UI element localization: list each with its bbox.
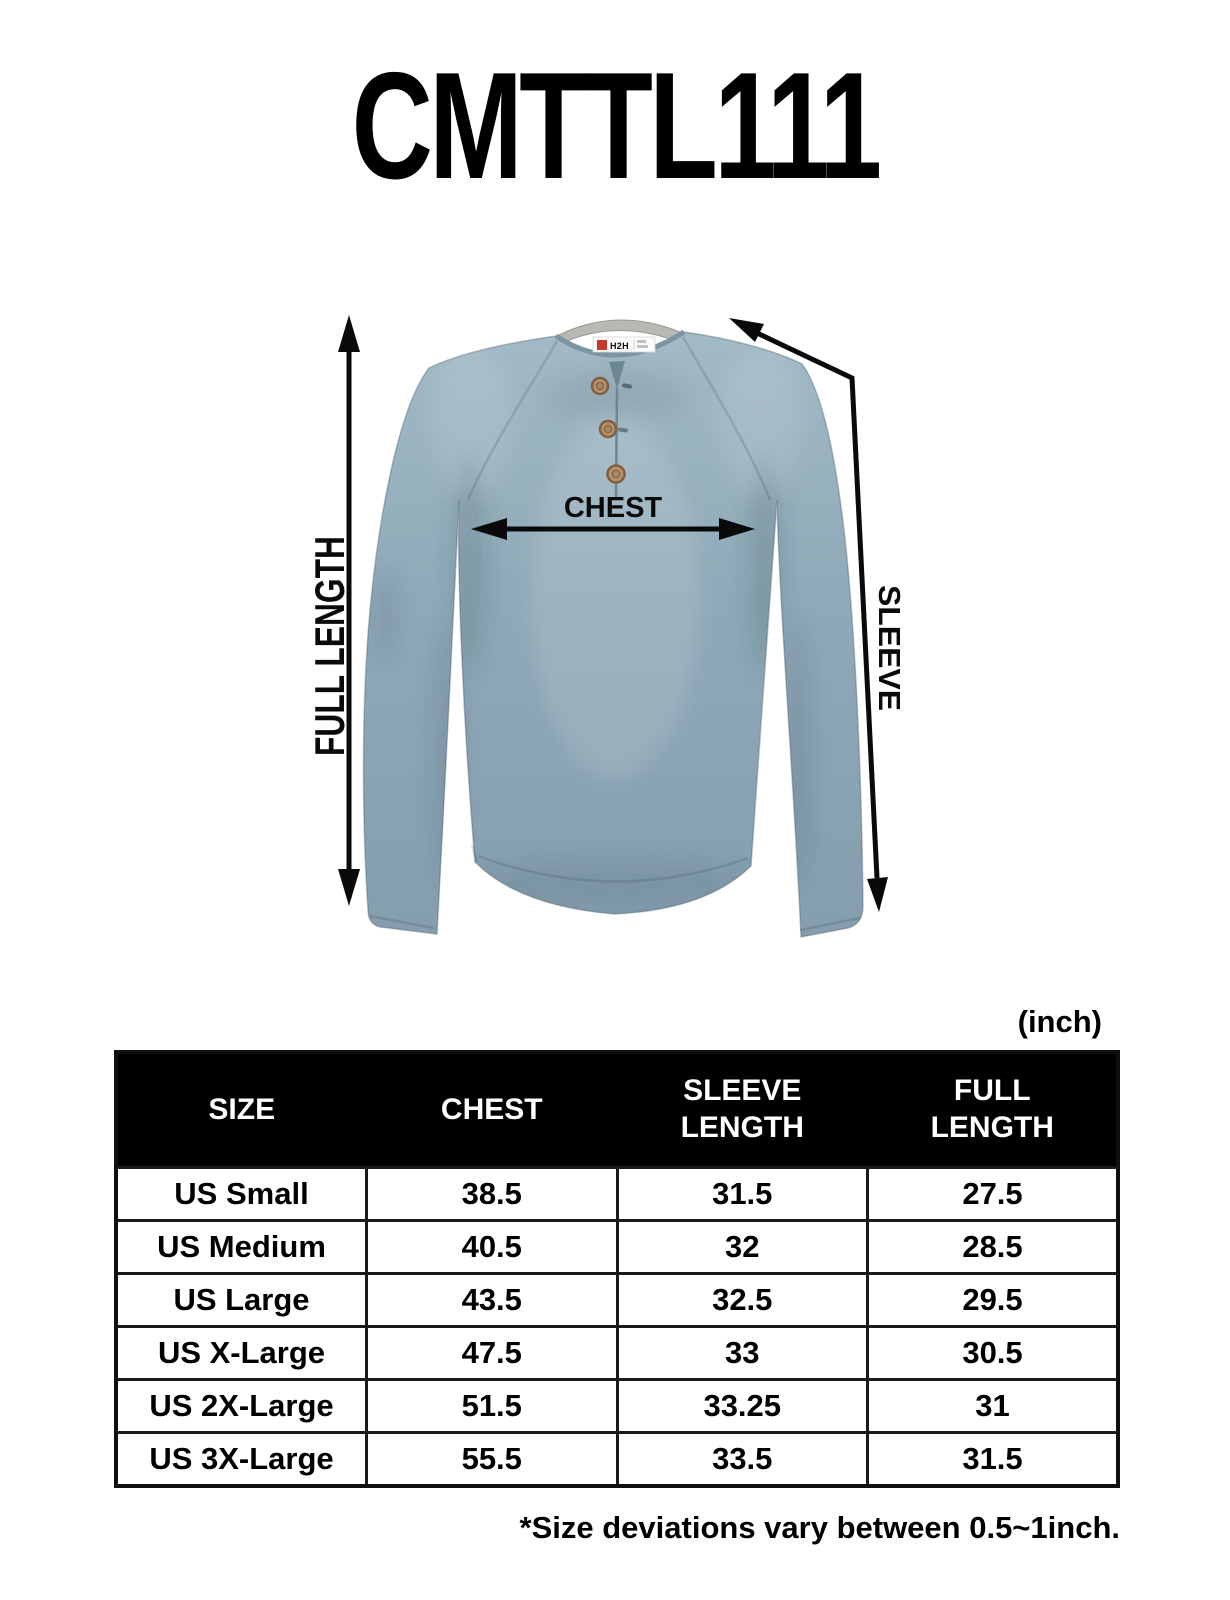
brand-tag-logo [597, 340, 607, 350]
fabric-shading [374, 348, 809, 909]
table-row: US Medium 40.5 32 28.5 [114, 1219, 1120, 1275]
placket-notch [609, 361, 625, 389]
size-deviation-footnote: *Size deviations vary between 0.5~1inch. [519, 1510, 1120, 1545]
neckline-trim [554, 329, 686, 358]
table-row: US 3X-Large 55.5 33.5 31.5 [114, 1431, 1120, 1488]
table-row: US 2X-Large 51.5 33.25 31 [114, 1378, 1120, 1434]
size-cell: US Medium [114, 1219, 368, 1275]
shirt-illustration: H2H [362, 319, 864, 938]
sleeve-cell: 33.5 [615, 1431, 869, 1488]
col-header-size: SIZE [115, 1051, 368, 1169]
product-code-title: CMTTL111 [351, 41, 882, 211]
chest-cell: 51.5 [365, 1378, 619, 1434]
col-header-sleeve-length: SLEEVE LENGTH [616, 1051, 869, 1169]
size-chart-header: SIZE CHEST SLEEVE LENGTH FULL LENGTH [115, 1051, 1119, 1169]
brand-tag-text: H2H [610, 341, 629, 351]
brand-tag: H2H [592, 336, 656, 353]
col-header-chest: CHEST [365, 1051, 618, 1169]
size-cell: US X-Large [114, 1325, 368, 1381]
length-cell: 30.5 [866, 1325, 1120, 1381]
buttonholes [618, 383, 632, 433]
size-chart-table: SIZE CHEST SLEEVE LENGTH FULL LENGTH US … [114, 1050, 1120, 1488]
button [590, 376, 610, 396]
length-cell: 28.5 [866, 1219, 1120, 1275]
chest-cell: 38.5 [365, 1166, 619, 1222]
chest-cell: 40.5 [365, 1219, 619, 1275]
table-row: US Large 43.5 32.5 29.5 [114, 1272, 1120, 1328]
length-cell: 29.5 [866, 1272, 1120, 1328]
length-cell: 27.5 [866, 1166, 1120, 1222]
sleeve-cell: 32.5 [615, 1272, 869, 1328]
full-length-label: FULL LENGTH [306, 536, 353, 756]
seam-lines [369, 336, 861, 932]
size-cell: US Large [114, 1272, 368, 1328]
henley-buttons [590, 376, 626, 484]
full-length-arrow [338, 315, 360, 906]
size-cell: US 3X-Large [114, 1431, 368, 1488]
sleeve-cell: 31.5 [615, 1166, 869, 1222]
chest-cell: 47.5 [365, 1325, 619, 1381]
chest-cell: 55.5 [365, 1431, 619, 1488]
sleeve-cell: 33.25 [615, 1378, 869, 1434]
sleeve-label: SLEEVE [872, 585, 907, 711]
chest-arrow [471, 518, 755, 540]
table-row: US X-Large 47.5 33 30.5 [114, 1325, 1120, 1381]
size-cell: US Small [114, 1166, 368, 1222]
sleeve-cell: 33 [615, 1325, 869, 1381]
table-row: US Small 38.5 31.5 27.5 [114, 1166, 1120, 1222]
unit-label: (inch) [1017, 1004, 1102, 1039]
chest-label: CHEST [564, 492, 663, 524]
length-cell: 31.5 [866, 1431, 1120, 1488]
sleeve-arrow [729, 318, 888, 912]
button [598, 419, 618, 439]
col-header-full-length: FULL LENGTH [866, 1051, 1119, 1169]
size-cell: US 2X-Large [114, 1378, 368, 1434]
sleeve-cell: 32 [615, 1219, 869, 1275]
chest-cell: 43.5 [365, 1272, 619, 1328]
button [606, 464, 626, 484]
length-cell: 31 [866, 1378, 1120, 1434]
